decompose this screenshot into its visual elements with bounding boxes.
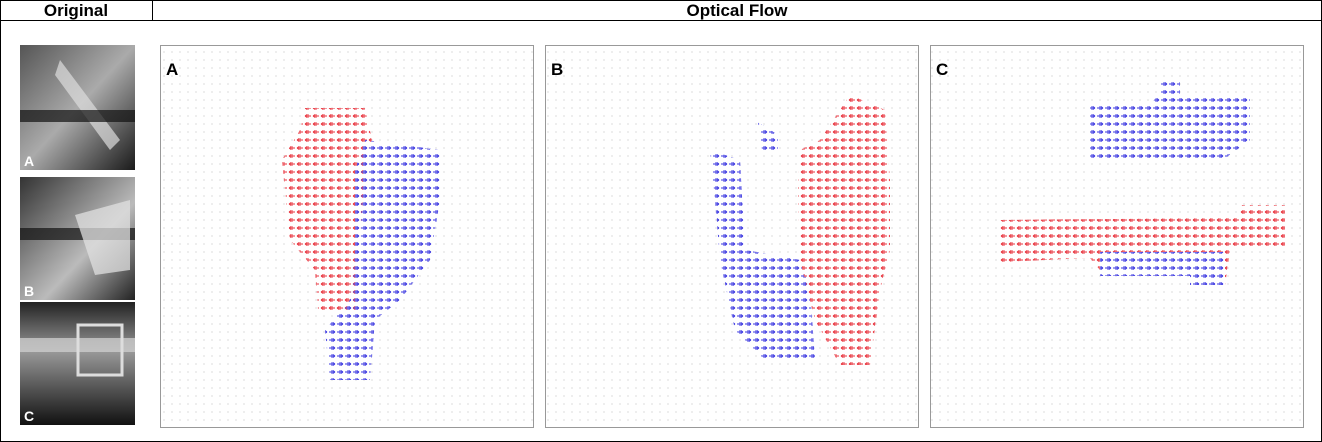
original-label: B bbox=[24, 283, 34, 299]
panel-label: B bbox=[551, 60, 563, 79]
original-c: C bbox=[20, 302, 135, 425]
header-left: Original bbox=[44, 1, 108, 20]
original-b: B bbox=[20, 177, 135, 300]
flow-panel-b: B bbox=[546, 46, 919, 428]
figure: Original Optical Flow A B C A B bbox=[0, 0, 1322, 442]
original-a: A bbox=[20, 45, 135, 170]
original-label: C bbox=[24, 408, 34, 424]
header-right: Optical Flow bbox=[686, 1, 788, 20]
panel-label: C bbox=[936, 60, 948, 79]
flow-panel-c: C bbox=[931, 46, 1304, 428]
original-label: A bbox=[24, 153, 34, 169]
panel-label: A bbox=[166, 60, 178, 79]
flow-panel-a: A bbox=[161, 46, 534, 428]
